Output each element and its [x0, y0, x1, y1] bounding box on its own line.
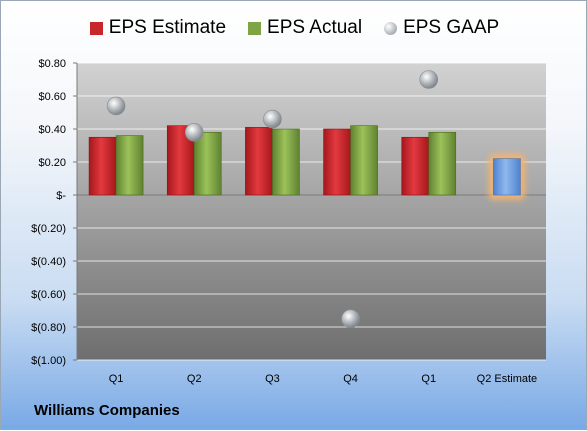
gaap-point: [106, 96, 126, 116]
y-tick-label: $0.60: [38, 91, 66, 103]
x-tick-label: Q3: [265, 373, 280, 385]
actual-bar: [193, 132, 222, 196]
actual-bar: [428, 132, 457, 196]
estimate-bar: [88, 136, 117, 196]
gaap-point: [184, 123, 204, 142]
estimate-bar-forecast: [493, 158, 521, 196]
legend-swatch-actual: [248, 21, 262, 35]
y-tick-label: $-: [56, 190, 66, 202]
y-tick-label: $0.40: [38, 124, 66, 136]
y-tick-label: $0.80: [38, 58, 66, 70]
legend-label-gaap: EPS GAAP: [403, 17, 500, 38]
legend-label-actual: EPS Actual: [267, 17, 363, 38]
legend-item-actual: EPS Actual: [248, 17, 362, 39]
y-tick-label: $0.20: [38, 157, 66, 169]
actual-bar: [350, 125, 378, 196]
legend-swatch-estimate: [89, 21, 103, 35]
legend-item-gaap: EPS GAAP: [384, 17, 499, 39]
legend-item-estimate: EPS Estimate: [89, 17, 227, 39]
y-tick-label: $(0.80): [31, 322, 66, 334]
legend: EPS Estimate EPS Actual EPS GAAP: [1, 17, 587, 39]
x-tick-label: Q1: [421, 373, 436, 385]
legend-swatch-gaap: [384, 21, 398, 35]
gaap-point: [341, 309, 360, 329]
x-tick-label: Q4: [343, 373, 358, 385]
x-tick-label: Q2 Estimate: [477, 373, 538, 385]
estimate-bar: [323, 128, 351, 196]
legend-label-estimate: EPS Estimate: [108, 17, 227, 38]
y-tick-label: $(0.20): [31, 223, 66, 235]
gaap-point: [263, 109, 282, 129]
estimate-bar: [245, 127, 273, 196]
plot-area: [77, 63, 546, 360]
company-name: Williams Companies: [34, 402, 180, 419]
actual-bar: [272, 128, 300, 196]
gaap-point: [419, 70, 439, 89]
estimate-bar: [401, 136, 430, 196]
x-tick-label: Q2: [187, 373, 202, 385]
actual-bar: [115, 135, 144, 196]
x-tick-label: Q1: [109, 373, 124, 385]
y-tick-label: $(1.00): [31, 355, 66, 367]
y-tick-label: $(0.40): [31, 256, 66, 268]
y-tick-label: $(0.60): [31, 289, 66, 301]
